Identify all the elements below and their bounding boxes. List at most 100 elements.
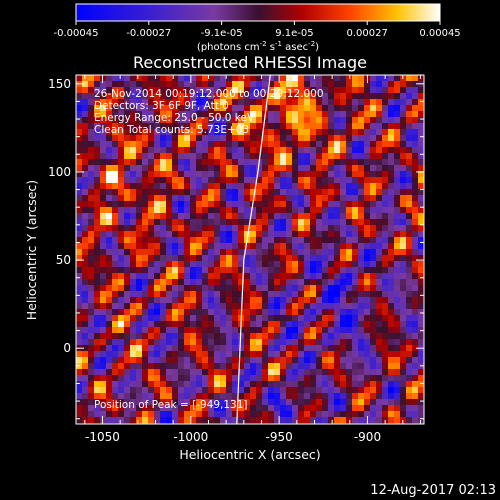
heatmap-cell	[100, 225, 107, 232]
heatmap-cell	[256, 387, 263, 394]
heatmap-cell	[400, 399, 407, 406]
heatmap-cell	[400, 183, 407, 190]
heatmap-cell	[262, 141, 269, 148]
heatmap-cell	[154, 87, 161, 94]
heatmap-cell	[304, 357, 311, 364]
heatmap-cell	[172, 75, 179, 82]
heatmap-cell	[250, 249, 257, 256]
heatmap-cell	[280, 273, 287, 280]
heatmap-cell	[286, 81, 293, 88]
heatmap-cell	[262, 75, 269, 82]
heatmap-cell	[208, 351, 215, 358]
heatmap-cell	[406, 195, 413, 202]
heatmap-cell	[142, 189, 149, 196]
heatmap-cell	[130, 399, 137, 406]
heatmap-cell	[166, 249, 173, 256]
heatmap-cell	[178, 333, 185, 340]
heatmap-cell	[268, 237, 275, 244]
heatmap-cell	[232, 321, 239, 328]
heatmap-cell	[154, 75, 161, 82]
heatmap-cell	[322, 375, 329, 382]
heatmap-cell	[310, 225, 317, 232]
heatmap-cell	[94, 369, 101, 376]
heatmap-cell	[340, 261, 347, 268]
heatmap-cell	[256, 81, 263, 88]
heatmap-cell	[172, 255, 179, 262]
heatmap-cell	[172, 291, 179, 298]
heatmap-cell	[376, 171, 383, 178]
heatmap-cell	[196, 345, 203, 352]
heatmap-cell	[184, 405, 191, 412]
heatmap-cell	[304, 177, 311, 184]
heatmap-cell	[346, 267, 353, 274]
heatmap-cell	[250, 393, 257, 400]
heatmap-cell	[256, 369, 263, 376]
heatmap-cell	[184, 111, 191, 118]
heatmap-cell	[298, 195, 305, 202]
heatmap-cell	[394, 87, 401, 94]
heatmap-cell	[100, 99, 107, 106]
colorbar-tick-label: 0.00045	[419, 28, 460, 39]
heatmap-cell	[310, 75, 317, 82]
heatmap-cell	[160, 117, 167, 124]
heatmap-cell	[124, 99, 131, 106]
heatmap-cell	[328, 189, 335, 196]
heatmap-cell	[418, 297, 424, 304]
heatmap-cell	[310, 237, 317, 244]
heatmap-cell	[76, 411, 83, 418]
heatmap-cell	[166, 411, 173, 418]
heatmap-cell	[334, 363, 341, 370]
heatmap-cell	[178, 321, 185, 328]
heatmap-cell	[118, 87, 125, 94]
heatmap-cell	[202, 171, 209, 178]
heatmap-cell	[82, 249, 89, 256]
heatmap-cell	[406, 189, 413, 196]
heatmap-cell	[274, 189, 281, 196]
heatmap-cell	[106, 105, 113, 112]
heatmap-cell	[412, 183, 419, 190]
heatmap-cell	[166, 141, 173, 148]
heatmap-cell	[178, 81, 185, 88]
heatmap-cell	[304, 93, 311, 100]
heatmap-cell	[190, 219, 197, 226]
heatmap-cell	[358, 171, 365, 178]
heatmap-cell	[358, 249, 365, 256]
heatmap-cell	[262, 153, 269, 160]
heatmap-cell	[76, 123, 83, 130]
heatmap-cell	[262, 351, 269, 358]
heatmap-cell	[178, 201, 185, 208]
heatmap-cell	[334, 231, 341, 238]
heatmap-cell	[220, 243, 227, 250]
heatmap-cell	[304, 393, 311, 400]
heatmap-cell	[142, 339, 149, 346]
heatmap-cell	[268, 411, 275, 418]
heatmap-cell	[376, 135, 383, 142]
heatmap-cell	[304, 375, 311, 382]
heatmap-cell	[202, 93, 209, 100]
heatmap-cell	[274, 105, 281, 112]
heatmap-cell	[328, 351, 335, 358]
heatmap-cell	[328, 87, 335, 94]
heatmap-cell	[214, 147, 221, 154]
heatmap-cell	[148, 339, 155, 346]
heatmap-cell	[160, 417, 167, 424]
heatmap-cell	[82, 129, 89, 136]
heatmap-cell	[214, 231, 221, 238]
heatmap-cell	[184, 399, 191, 406]
heatmap-cell	[268, 309, 275, 316]
heatmap-cell	[220, 267, 227, 274]
heatmap-cell	[316, 351, 323, 358]
heatmap-cell	[358, 135, 365, 142]
heatmap-cell	[226, 363, 233, 370]
heatmap-cell	[268, 135, 275, 142]
heatmap-cell	[208, 117, 215, 124]
heatmap-cell	[238, 267, 245, 274]
heatmap-cell	[376, 315, 383, 322]
heatmap-cell	[208, 261, 215, 268]
heatmap-cell	[400, 375, 407, 382]
heatmap-cell	[202, 291, 209, 298]
heatmap-cell	[202, 411, 209, 418]
heatmap-cell	[352, 339, 359, 346]
heatmap-cell	[106, 159, 113, 166]
heatmap-cell	[418, 285, 424, 292]
